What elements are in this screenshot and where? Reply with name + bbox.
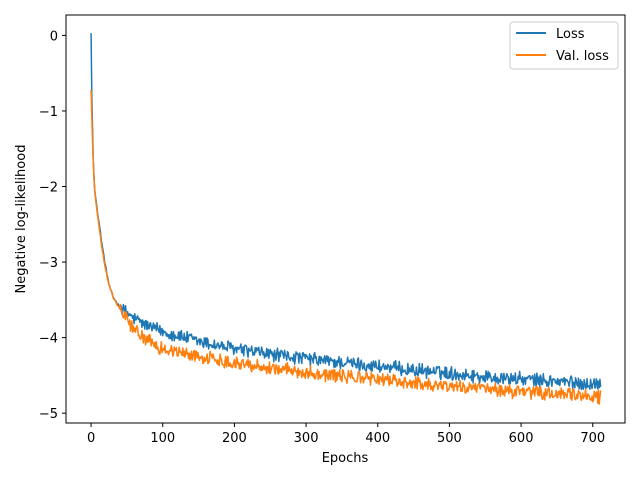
legend-label-loss: Loss	[556, 27, 585, 42]
y-tick-label: −2	[39, 181, 58, 196]
x-tick-label: 100	[150, 431, 175, 446]
plot-frame	[65, 14, 626, 424]
x-axis-ticks: 0 100 200 300 400 500 600 700	[87, 423, 605, 446]
y-tick-label: −5	[39, 407, 58, 422]
x-tick-label: 500	[437, 431, 462, 446]
plot-lines	[90, 33, 602, 405]
x-tick-label: 700	[580, 431, 605, 446]
legend-label-val-loss: Val. loss	[556, 49, 609, 64]
x-tick-label: 400	[365, 431, 390, 446]
series-line-loss	[90, 33, 602, 391]
y-axis-title: Negative log-likelihood	[14, 145, 29, 294]
y-tick-label: −4	[39, 332, 58, 347]
series-line-val-loss	[90, 89, 602, 405]
x-tick-label: 200	[222, 431, 247, 446]
x-tick-label: 300	[294, 431, 319, 446]
y-tick-label: −1	[39, 105, 58, 120]
x-axis-title: Epochs	[322, 451, 369, 466]
y-tick-label: −3	[39, 256, 58, 271]
x-tick-label: 600	[509, 431, 534, 446]
y-axis-ticks: 0 −1 −2 −3 −4 −5	[39, 29, 66, 422]
legend: Loss Val. loss	[509, 21, 619, 70]
x-tick-label: 0	[87, 431, 95, 446]
y-tick-label: 0	[50, 29, 58, 44]
